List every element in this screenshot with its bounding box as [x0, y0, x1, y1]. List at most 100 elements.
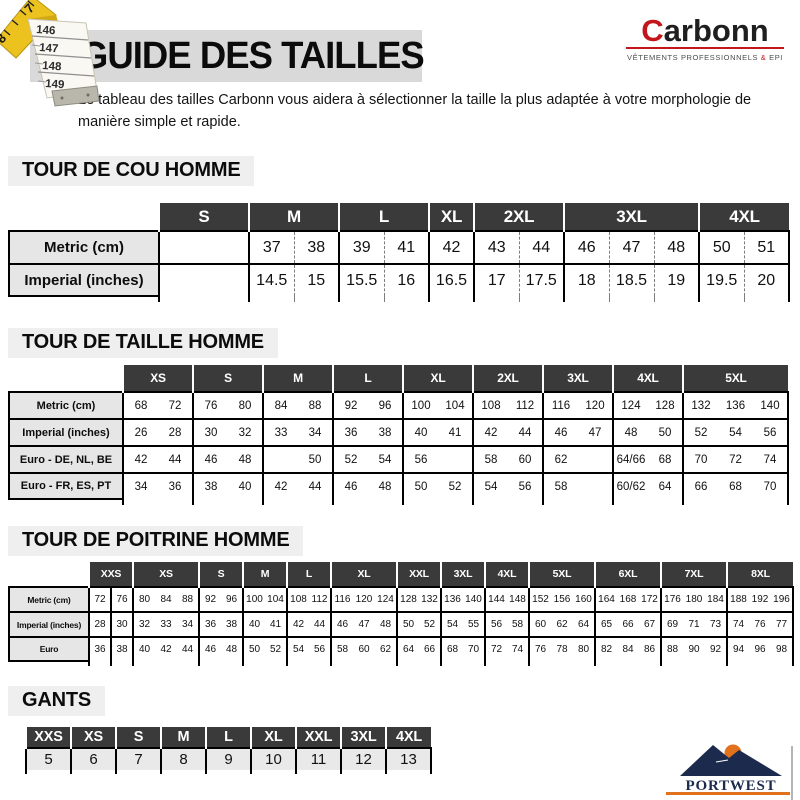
- overhang-cell: [472, 499, 508, 505]
- size-cell: 88: [298, 391, 333, 419]
- section-title-tour-de-poitrine: TOUR DE POITRINE HOMME: [8, 526, 304, 556]
- overhang-cell: [132, 661, 155, 666]
- size-cell: 128: [396, 586, 419, 612]
- size-cell: 164: [594, 586, 617, 612]
- size-cell: 50: [402, 472, 438, 499]
- size-cell: 64: [648, 472, 683, 499]
- size-group-header: XL: [330, 562, 397, 587]
- overhang-cell: [160, 770, 206, 774]
- overhang-cell: [110, 661, 133, 666]
- size-cell: 72: [718, 445, 753, 473]
- overhang-cell: [396, 661, 419, 666]
- overhang-cell: [578, 499, 613, 505]
- size-cell: 32: [228, 418, 263, 446]
- size-data-row: Metric (cm) 68 72 76 80 84 88 92 96 100 104 108 112 1…: [8, 391, 789, 420]
- size-cell: 50: [298, 445, 333, 473]
- size-cell: 19.5: [698, 263, 744, 296]
- overhang-cell: [385, 770, 432, 774]
- size-cell: 18.5: [608, 263, 654, 296]
- tagline-main: VÊTEMENTS PROFESSIONNELS: [627, 53, 759, 62]
- size-cell: 88: [660, 636, 683, 661]
- overhang-cell: [158, 499, 193, 505]
- size-cell: 28: [158, 418, 193, 446]
- size-cell: [158, 230, 249, 264]
- size-cell: 11: [295, 747, 341, 770]
- size-group-header: L: [286, 562, 331, 587]
- size-cell: 136: [440, 586, 463, 612]
- size-group-header: 4XL: [698, 203, 789, 231]
- overhang-cell: [573, 661, 595, 666]
- size-cell: 108: [286, 586, 309, 612]
- size-cell: 42: [155, 636, 177, 661]
- size-cell: 188: [726, 586, 749, 612]
- table-tour-de-taille: XS S M L XL 2XL 3XL 4XL 5XL Metric (cm) 68 72 76 80 84…: [8, 365, 789, 505]
- overhang-cell: [250, 770, 296, 774]
- size-data-row: Euro - FR, ES, PT 34 36 38 40 42 44 46 48 50 52 54 5…: [8, 472, 789, 500]
- overhang-cell: [332, 499, 368, 505]
- size-cell: 80: [132, 586, 155, 612]
- size-table-cou: S M L XL 2XL 3XL 4XL Metric (cm) 37 38 39 41 42 43 44 4…: [8, 203, 790, 302]
- size-cell: 42: [262, 472, 298, 499]
- overhang-cell: [293, 296, 339, 302]
- size-cell: 100: [242, 586, 265, 612]
- overhang-cell: [608, 296, 654, 302]
- size-cell: 88: [177, 586, 199, 612]
- overhang-cell: [228, 499, 263, 505]
- size-cell: 58: [472, 445, 508, 473]
- size-cell: 86: [639, 636, 661, 661]
- size-cell: 72: [158, 391, 193, 419]
- size-cell: 76: [192, 391, 228, 419]
- size-cell: 30: [192, 418, 228, 446]
- table-tour-de-cou: S M L XL 2XL 3XL 4XL Metric (cm) 37 38 39 41 42 43 44 4…: [8, 203, 790, 302]
- size-header-row: XXS XS S M L XL XXL 3XL 4XL 5XL 6XL 7XL 8XL: [9, 562, 793, 587]
- size-cell: 136: [718, 391, 753, 419]
- row-label: Euro: [8, 636, 90, 662]
- size-cell: 56: [508, 472, 543, 499]
- size-cell: 90: [683, 636, 705, 661]
- overhang-blank: [9, 296, 159, 302]
- portwest-wordmark: PORTWEST: [686, 778, 777, 794]
- size-group-header: L: [332, 365, 403, 392]
- size-cell: 38: [192, 472, 228, 499]
- size-cell: 46: [563, 230, 609, 264]
- size-cell: 112: [508, 391, 543, 419]
- size-cell: 46: [192, 445, 228, 473]
- size-cell: 17.5: [518, 263, 564, 296]
- size-cell: 15: [293, 263, 339, 296]
- size-header-row: XXS XS S M L XL XXL 3XL 4XL: [25, 727, 431, 748]
- size-group-header: XS: [70, 727, 116, 748]
- overhang-cell: [419, 661, 441, 666]
- size-cell: 96: [368, 391, 403, 419]
- size-cell: 54: [718, 418, 753, 446]
- title-band: GUIDE DES TAILLES: [30, 30, 425, 82]
- size-cell: 38: [221, 611, 243, 637]
- overhang-cell: [375, 661, 397, 666]
- overhang-row: [9, 296, 790, 302]
- tape-number-8: 8: [0, 30, 9, 46]
- overhang-cell: [683, 661, 705, 666]
- size-cell: 15.5: [338, 263, 384, 296]
- overhang-cell: [440, 661, 463, 666]
- size-data-row: Euro - DE, NL, BE 42 44 46 48 50 52 54 56 58 60 62 6…: [8, 445, 789, 474]
- size-cell: 26: [122, 418, 158, 446]
- size-cell: 68: [718, 472, 753, 499]
- size-group-header: 3XL: [440, 562, 485, 587]
- size-group-header: 8XL: [726, 562, 793, 587]
- overhang-cell: [286, 661, 309, 666]
- intro-text: Le tableau des tailles Carbonn vous aide…: [78, 92, 752, 130]
- size-group-header: 5XL: [682, 365, 788, 392]
- size-cell: 140: [753, 391, 789, 419]
- mountain-icon: [680, 745, 782, 776]
- size-cell: 44: [158, 445, 193, 473]
- size-cell: [158, 263, 249, 296]
- size-cell: 44: [298, 472, 333, 499]
- table-corner: [9, 203, 159, 231]
- overhang-cell: [617, 661, 639, 666]
- size-cell: 156: [551, 586, 573, 612]
- size-cell: 33: [155, 611, 177, 637]
- overhang-cell: [248, 296, 294, 302]
- size-cell: 84: [155, 586, 177, 612]
- size-cell: 56: [753, 418, 789, 446]
- overhang-cell: [682, 499, 718, 505]
